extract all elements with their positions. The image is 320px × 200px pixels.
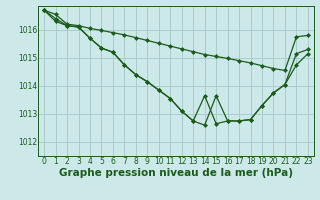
X-axis label: Graphe pression niveau de la mer (hPa): Graphe pression niveau de la mer (hPa) (59, 168, 293, 178)
